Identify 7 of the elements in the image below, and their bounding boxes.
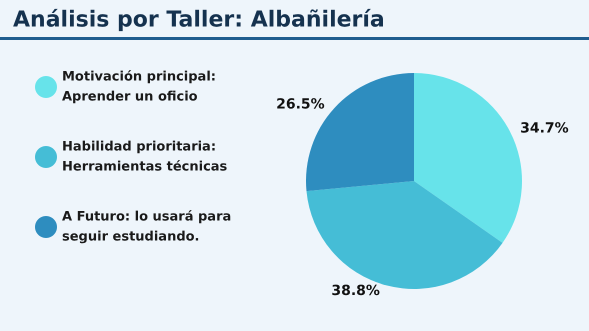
data-label: 26.5% (276, 96, 325, 112)
data-label: 38.8% (331, 283, 380, 300)
chart-title: Análisis por Taller: Albañilería (13, 8, 385, 32)
legend-label: A Futuro: lo usará para seguir estudiando. (62, 210, 236, 244)
legend-label: Motivación principal: Aprender un oficio (62, 70, 221, 104)
data-label: 34.7% (520, 120, 569, 136)
legend-label: Habilidad prioritaria: Herramientas técnicas (62, 140, 228, 174)
